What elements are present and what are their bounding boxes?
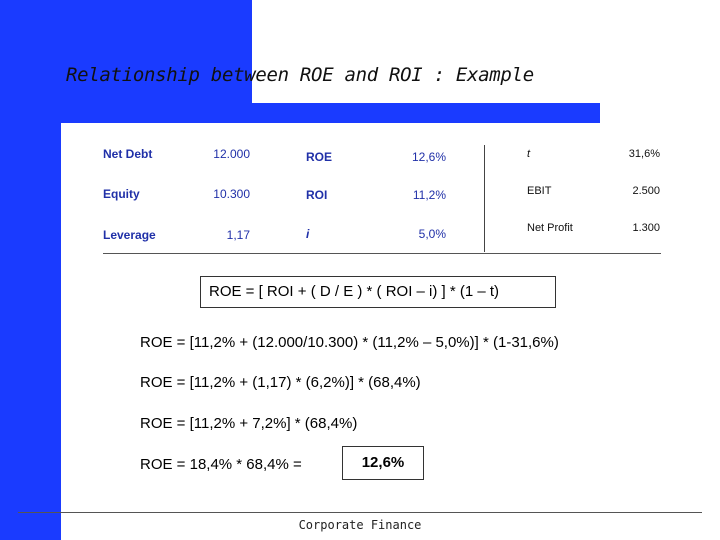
tax-rate-value: 31,6%	[628, 148, 660, 160]
calculation-step-1: ROE = [11,2% + (12.000/10.300) * (11,2% …	[140, 334, 559, 351]
calculation-step-4: ROE = 18,4% * 68,4% =	[140, 456, 302, 473]
footer-text: Corporate Finance	[298, 518, 422, 532]
title-underline-bar	[61, 103, 600, 123]
equity-value: 10.300	[213, 187, 250, 201]
net-profit-value: 1.300	[632, 222, 660, 234]
ebit-label: EBIT	[527, 185, 552, 197]
calculation-step-2: ROE = [11,2% + (1,17) * (6,2%)] * (68,4%…	[140, 374, 421, 391]
net-debt-label: Net Debt	[103, 147, 153, 161]
net-debt-value: 12.000	[213, 147, 250, 161]
roi-value: 11,2%	[412, 188, 446, 202]
leverage-label: Leverage	[103, 228, 156, 242]
leverage-value: 1,17	[226, 228, 250, 242]
calculation-step-3: ROE = [11,2% + 7,2%] * (68,4%)	[140, 415, 358, 432]
ebit-value: 2.500	[632, 185, 660, 197]
table-divider-vertical	[484, 145, 485, 252]
interest-rate-label: i	[306, 227, 310, 241]
roi-label: ROI	[306, 188, 328, 202]
tax-rate-label: t	[527, 148, 531, 160]
net-profit-label: Net Profit	[527, 222, 573, 234]
interest-rate-value: 5,0%	[418, 227, 446, 241]
roe-value: 12,6%	[411, 150, 446, 164]
slide-title: Relationship between ROE and ROI : Examp…	[66, 64, 534, 86]
blue-left-band	[0, 0, 61, 540]
footer-divider	[18, 512, 702, 513]
table-divider-horizontal	[103, 253, 661, 254]
equity-label: Equity	[103, 187, 140, 201]
roe-formula-box: ROE = [ ROI + ( D / E ) * ( ROI – i) ] *…	[200, 276, 556, 308]
roe-label: ROE	[306, 150, 333, 164]
result-box: 12,6%	[342, 446, 424, 480]
